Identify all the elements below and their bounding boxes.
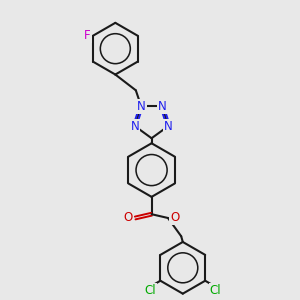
- Text: O: O: [170, 211, 179, 224]
- Text: Cl: Cl: [144, 284, 156, 297]
- Text: O: O: [124, 211, 133, 224]
- Text: N: N: [137, 100, 146, 113]
- Text: Cl: Cl: [210, 284, 221, 297]
- Text: N: N: [130, 119, 139, 133]
- Text: N: N: [164, 119, 173, 133]
- Text: F: F: [84, 29, 91, 42]
- Text: N: N: [158, 100, 166, 113]
